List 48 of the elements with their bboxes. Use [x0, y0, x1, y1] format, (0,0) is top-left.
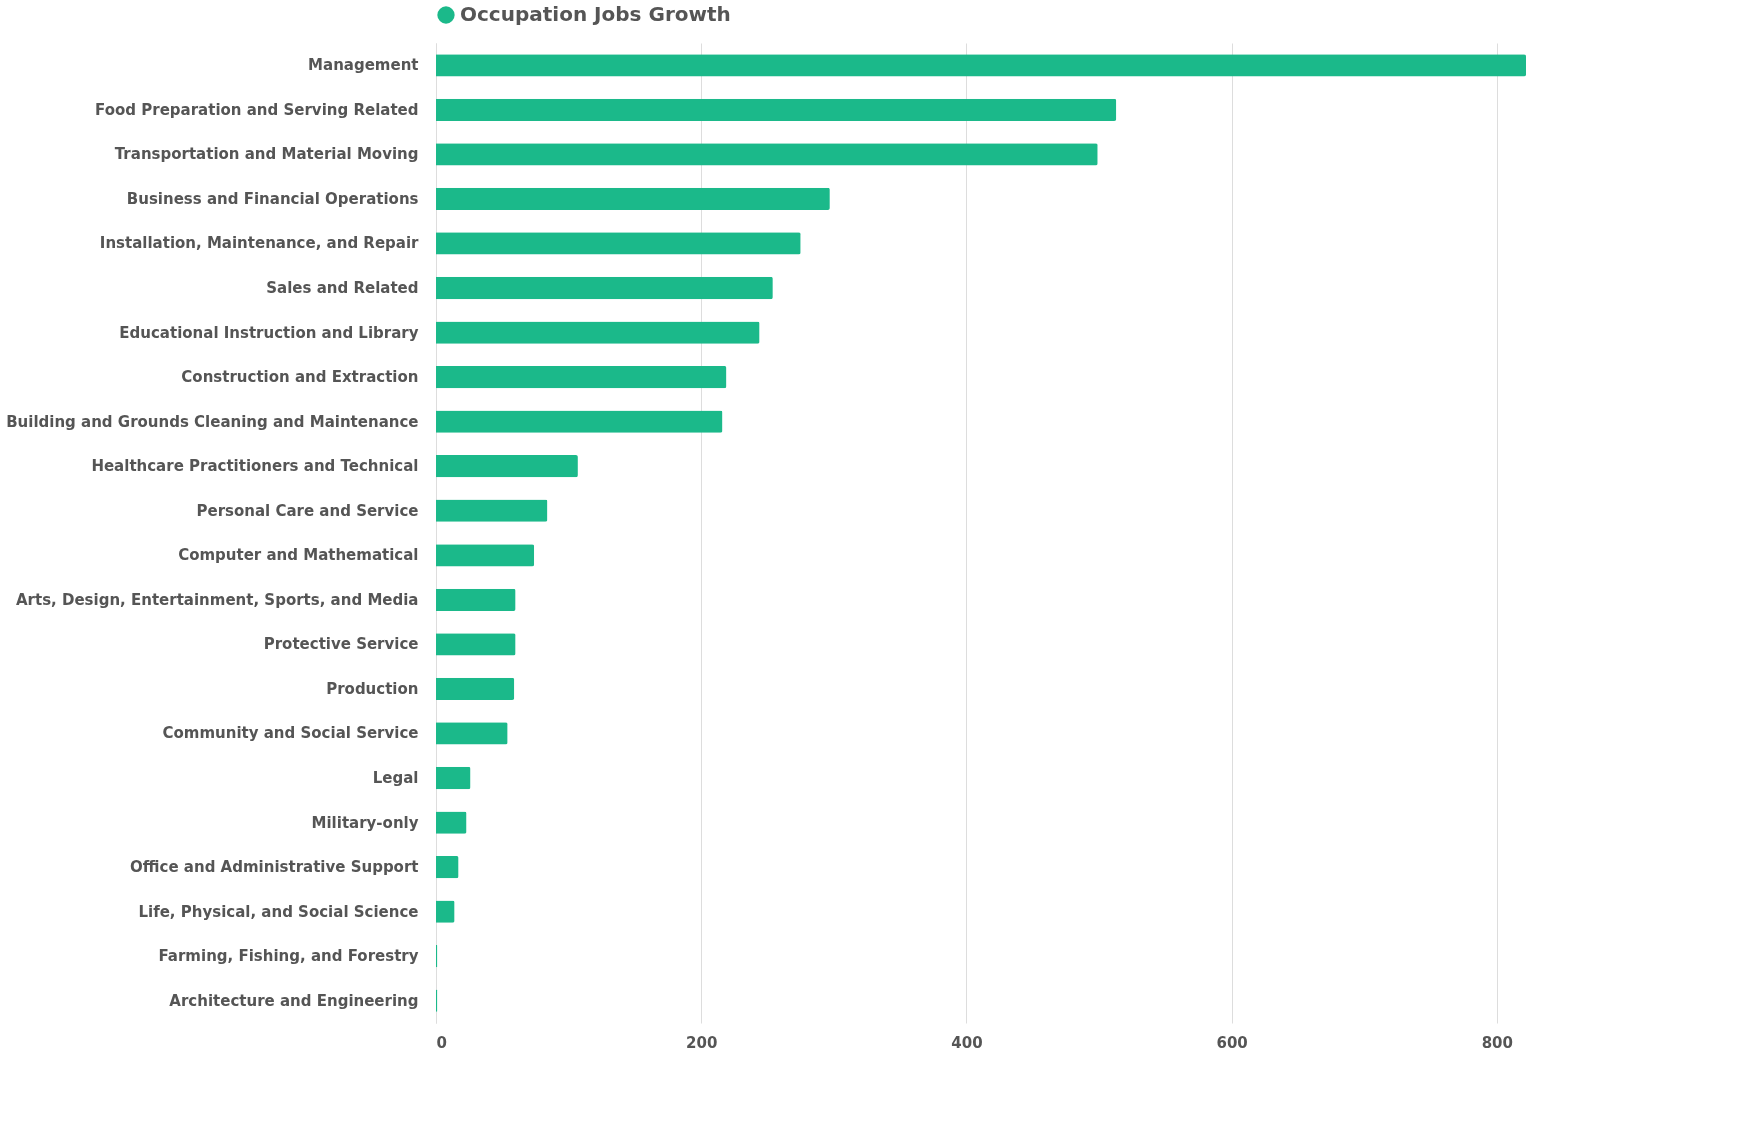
y-tick-label: Transportation and Material Moving	[114, 145, 419, 164]
y-tick-label: Educational Instruction and Library	[119, 323, 419, 342]
y-tick-label: Building and Grounds Cleaning and Maintenance	[6, 412, 419, 431]
bar	[436, 143, 1098, 166]
bar	[436, 187, 830, 211]
bar	[436, 499, 548, 522]
bar	[436, 321, 760, 344]
legend-label: Occupation Jobs Growth	[460, 2, 731, 26]
y-tick-label: Arts, Design, Entertainment, Sports, and Media	[15, 590, 419, 609]
bar	[436, 900, 455, 923]
bar	[436, 276, 773, 300]
bar	[436, 588, 516, 611]
y-tick-label: Community and Social Service	[162, 724, 419, 743]
y-tick-label: Life, Physical, and Social Science	[138, 902, 419, 921]
y-tick-label: Production	[326, 679, 419, 698]
y-tick-label: Construction and Extraction	[181, 368, 419, 387]
x-tick-label: 800	[1481, 1033, 1513, 1052]
bar	[436, 722, 508, 745]
x-tick-label: 600	[1216, 1033, 1248, 1052]
y-tick-label: Office and Administrative Support	[130, 858, 419, 877]
y-tick-label: Architecture and Engineering	[169, 991, 419, 1010]
bar	[436, 232, 801, 255]
bar	[436, 811, 467, 834]
y-tick-label: Farming, Fishing, and Forestry	[158, 947, 419, 966]
x-tick-label: 400	[951, 1033, 983, 1052]
y-tick-label: Protective Service	[263, 635, 419, 654]
y-tick-label: Sales and Related	[266, 279, 419, 297]
y-tick-label: Legal	[372, 769, 419, 787]
bar	[436, 455, 578, 478]
bar	[436, 855, 459, 879]
bar	[436, 54, 1526, 77]
x-tick-label: 200	[686, 1033, 718, 1052]
y-tick-label: Business and Financial Operations	[126, 189, 419, 208]
y-tick-label: Food Preparation and Serving Related	[95, 100, 419, 119]
bar	[436, 633, 516, 656]
y-tick-label: Personal Care and Service	[196, 501, 419, 520]
bar	[436, 544, 535, 567]
y-tick-label: Military-only	[311, 813, 419, 832]
y-tick-label: Computer and Mathematical	[178, 546, 419, 565]
bar	[436, 766, 471, 790]
x-tick-label: 0	[436, 1033, 447, 1052]
y-tick-label: Management	[308, 56, 419, 75]
y-tick-label: Installation, Maintenance, and Repair	[99, 234, 420, 253]
bar	[436, 365, 727, 389]
bar	[436, 677, 515, 701]
bar	[436, 98, 1117, 121]
bar	[436, 410, 723, 433]
y-tick-label: Healthcare Practitioners and Technical	[91, 457, 419, 476]
